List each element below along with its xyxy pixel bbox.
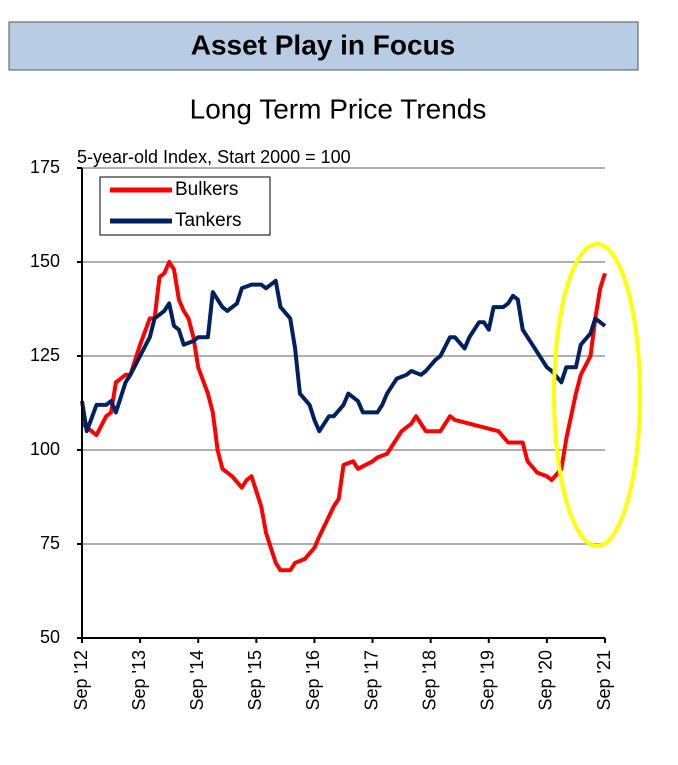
- legend-box: [99, 176, 271, 236]
- x-tick-label: Sep '17: [361, 650, 381, 711]
- x-tick-label: Sep '19: [478, 650, 498, 711]
- y-tick-label: 75: [40, 533, 60, 553]
- y-tick-label: 100: [30, 439, 60, 459]
- header-box: [8, 21, 639, 71]
- y-tick-label: 150: [30, 251, 60, 271]
- series-line: [80, 260, 607, 573]
- x-tick-label: Sep '15: [245, 650, 265, 711]
- header-title: Asset Play in Focus: [191, 29, 456, 60]
- x-tick-label: Sep '13: [129, 650, 149, 711]
- highlight-ellipse: [552, 242, 642, 548]
- legend-label: Bulkers: [175, 179, 238, 200]
- x-tick-label: Sep '18: [419, 650, 439, 711]
- x-tick-label: Sep '21: [594, 650, 614, 711]
- legend-label: Tankers: [175, 210, 242, 231]
- x-tick-label: Sep '12: [71, 650, 91, 711]
- series-line: [80, 278, 607, 434]
- y-tick-label: 175: [30, 157, 60, 177]
- y-axis-label: 5-year-old Index, Start 2000 = 100: [77, 147, 351, 167]
- lines: [80, 260, 607, 573]
- axes: 50 75 100 125 150 175 Sep '12 Sep '13 Sep '14 Sep…: [30, 157, 614, 711]
- chart-title: Long Term Price Trends: [190, 93, 487, 124]
- legend: Bulkers Tankers: [99, 176, 271, 236]
- y-tick-label: 125: [30, 345, 60, 365]
- x-tick-label: Sep '16: [303, 650, 323, 711]
- y-tick-label: 50: [40, 627, 60, 647]
- x-tick-label: Sep '20: [536, 650, 556, 711]
- x-tick-label: Sep '14: [187, 650, 207, 711]
